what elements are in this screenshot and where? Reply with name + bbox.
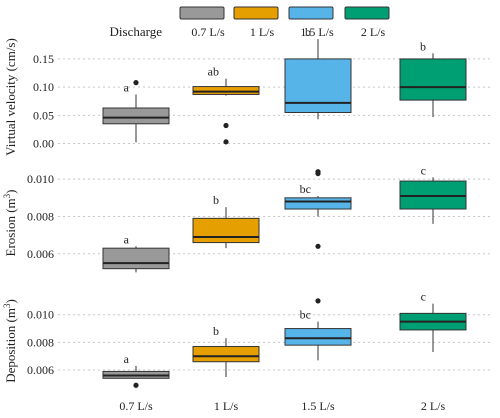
x-axis: 0.7 L/s 1 L/s 1.5 L/s 2 L/s <box>119 399 445 413</box>
y-tick-label: 0.008 <box>27 335 54 349</box>
outlier-point <box>223 139 229 145</box>
y-tick-label: 0.15 <box>33 52 54 66</box>
y-tick-label: 0.010 <box>27 172 54 186</box>
y-axis-title: Deposition (m3) <box>2 299 18 383</box>
box-1-5-l-s: bc <box>284 298 352 361</box>
box-1-5-l-s: bc <box>284 169 352 249</box>
legend-label: 1 L/s <box>250 25 275 39</box>
outlier-point <box>133 80 139 86</box>
x-tick-label: 1 L/s <box>214 399 239 413</box>
significance-letter: c <box>421 163 426 177</box>
box-1-l-s: ab <box>192 65 260 145</box>
outlier-point <box>133 382 139 388</box>
significance-letter: a <box>124 232 130 246</box>
x-tick-label: 1.5 L/s <box>301 399 335 413</box>
significance-letter: b <box>213 324 219 338</box>
legend-label: 1.5 L/s <box>300 25 334 39</box>
y-tick-label: 0.006 <box>27 247 54 261</box>
legend-swatch <box>233 6 279 20</box>
legend-label: 2 L/s <box>361 25 386 39</box>
significance-letter: b <box>420 39 426 53</box>
significance-letter: a <box>124 80 130 94</box>
panels: 0.00 0.05 0.10 0.15 Virtual velocity (cm/s) a… <box>2 25 492 388</box>
y-tick-label: 0.010 <box>27 308 54 322</box>
box-1-5-l-s: b <box>284 25 352 120</box>
significance-letter: b <box>213 193 219 207</box>
box-iqr <box>284 197 352 210</box>
significance-letter: ab <box>208 65 219 79</box>
x-tick-label: 0.7 L/s <box>119 399 153 413</box>
box-1-l-s: b <box>192 324 260 377</box>
y-axis-title: Virtual velocity (cm/s) <box>3 38 18 156</box>
significance-letter: a <box>124 352 130 366</box>
box-1-l-s: b <box>192 193 260 249</box>
outlier-point <box>315 298 321 304</box>
box-2-l-s: c <box>399 290 467 353</box>
significance-letter: bc <box>300 308 311 322</box>
outlier-point <box>223 122 229 129</box>
box-0-7-l-s: a <box>102 232 170 273</box>
panel: 0.006 0.008 0.010 Erosion (m3) a b bc c <box>2 163 492 273</box>
y-tick-label: 0.05 <box>33 108 54 122</box>
panel: 0.006 0.008 0.010 Deposition (m3) a b bc c <box>2 290 492 388</box>
box-2-l-s: b <box>399 39 467 118</box>
box-iqr <box>102 247 170 270</box>
legend-label: 0.7 L/s <box>191 25 225 39</box>
box-iqr <box>192 217 260 244</box>
legend: Discharge 0.7 L/s 1 L/s 1.5 L/s 2 L/s <box>110 6 390 39</box>
legend-swatch <box>179 6 225 20</box>
box-iqr <box>102 107 170 125</box>
significance-letter: bc <box>300 182 311 196</box>
outlier-point <box>315 170 321 177</box>
box-iqr <box>284 58 352 114</box>
y-tick-label: 0.10 <box>33 80 54 94</box>
box-iqr <box>284 328 352 346</box>
y-axis-title: Erosion (m3) <box>2 190 18 257</box>
legend-swatch <box>288 6 334 20</box>
significance-letter: c <box>421 290 426 304</box>
x-tick-label: 2 L/s <box>421 399 446 413</box>
y-tick-label: 0.006 <box>27 363 54 377</box>
box-iqr <box>399 58 467 101</box>
panel: 0.00 0.05 0.10 0.15 Virtual velocity (cm/s) a… <box>3 25 492 156</box>
box-iqr <box>192 86 260 95</box>
box-iqr <box>192 346 260 363</box>
legend-swatch <box>344 6 390 20</box>
y-tick-label: 0.00 <box>33 137 54 151</box>
legend-title: Discharge <box>110 24 163 39</box>
outlier-point <box>315 243 321 249</box>
box-2-l-s: c <box>399 163 467 224</box>
box-0-7-l-s: a <box>102 80 170 143</box>
box-0-7-l-s: a <box>102 352 170 388</box>
significance-letter: b <box>305 25 311 39</box>
y-tick-label: 0.008 <box>27 209 54 223</box>
